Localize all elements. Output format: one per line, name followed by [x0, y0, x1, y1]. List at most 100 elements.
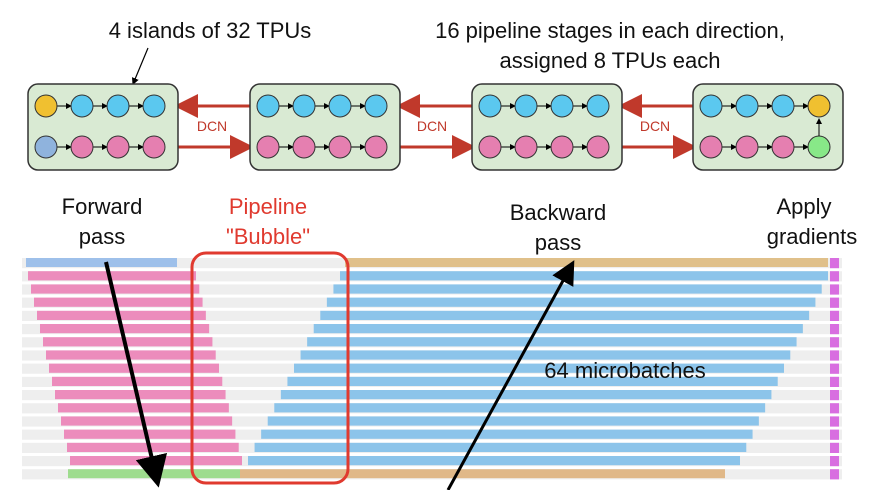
- fwd-bar: [67, 442, 239, 452]
- title-right: 16 pipeline stages in each direction,: [435, 18, 785, 43]
- bwd-bar: [280, 390, 772, 400]
- bwd-bar: [261, 429, 753, 439]
- tpu: [142, 94, 166, 118]
- bwd-bar: [307, 337, 797, 347]
- bwd-bar: [267, 416, 759, 426]
- timeline: [22, 258, 842, 480]
- bwd-bar: [287, 376, 778, 386]
- tpu: [478, 94, 502, 118]
- fwd-bar: [40, 324, 210, 334]
- apply-cell: [830, 376, 839, 387]
- tpu: [70, 94, 94, 118]
- tpu: [34, 135, 58, 159]
- bwd-bar: [313, 324, 803, 334]
- fwd-bar: [37, 310, 206, 320]
- apply-cell: [830, 258, 839, 269]
- tpu: [550, 94, 574, 118]
- forward-arrow: [104, 261, 168, 488]
- tpu: [514, 135, 538, 159]
- tpu: [106, 135, 130, 159]
- bwd-bar: [254, 442, 747, 452]
- tpu: [256, 135, 280, 159]
- apply-cell: [830, 337, 839, 348]
- tpu: [364, 94, 388, 118]
- fwd-bar: [49, 363, 219, 373]
- bwd-last: [240, 469, 725, 479]
- bwd-bar: [294, 363, 784, 373]
- apply-cell: [830, 456, 839, 467]
- apply-cell: [830, 442, 839, 453]
- tpu: [514, 94, 538, 118]
- bwd-bar: [340, 271, 828, 281]
- title-right: assigned 8 TPUs each: [500, 48, 721, 73]
- bwd-first: [345, 258, 828, 267]
- label: Forward: [62, 194, 143, 219]
- tpu: [142, 135, 166, 159]
- tpu: [699, 94, 723, 118]
- tpu: [292, 135, 316, 159]
- bubble-box: [190, 251, 350, 485]
- link-label: DCN: [640, 118, 670, 134]
- apply-cell: [830, 403, 839, 414]
- tpu: [807, 135, 831, 159]
- tpu: [292, 94, 316, 118]
- tpu: [699, 135, 723, 159]
- fwd-first: [26, 258, 177, 267]
- tpu: [328, 94, 352, 118]
- bwd-bar: [300, 350, 791, 360]
- fwd-bar: [52, 376, 223, 386]
- tpu: [70, 135, 94, 159]
- tpu: [328, 135, 352, 159]
- bwd-bar: [326, 297, 816, 307]
- islands: [27, 83, 844, 171]
- label: pass: [535, 230, 581, 255]
- tpu: [735, 94, 759, 118]
- label: 64 microbatches: [544, 358, 705, 383]
- fwd-bar: [70, 456, 242, 466]
- tpu: [256, 94, 280, 118]
- tpu: [586, 135, 610, 159]
- bwd-bar: [333, 284, 822, 294]
- fwd-bar: [34, 297, 203, 307]
- apply-cell: [830, 390, 839, 401]
- label: Backward: [510, 200, 607, 225]
- tpu: [771, 94, 795, 118]
- tpu: [771, 135, 795, 159]
- bwd-bar: [274, 403, 766, 413]
- fwd-bar: [31, 284, 200, 294]
- fwd-bar: [46, 350, 216, 360]
- link-label: DCN: [417, 118, 447, 134]
- tpu: [478, 135, 502, 159]
- fwd-bar: [58, 403, 229, 413]
- label: Pipeline: [229, 194, 307, 219]
- apply-cell: [830, 324, 839, 335]
- tpu: [364, 135, 388, 159]
- apply-cell: [830, 284, 839, 295]
- apply-cell: [830, 350, 839, 361]
- apply-cell: [830, 416, 839, 427]
- tpu: [550, 135, 574, 159]
- apply-cell: [830, 310, 839, 321]
- label: Apply: [776, 194, 831, 219]
- bwd-bar: [248, 456, 740, 466]
- label: gradients: [767, 224, 858, 249]
- pointer: [131, 47, 149, 86]
- label: "Bubble": [226, 224, 310, 249]
- tpu: [106, 94, 130, 118]
- apply-cell: [830, 363, 839, 374]
- fwd-bar: [61, 416, 233, 426]
- title-left: 4 islands of 32 TPUs: [109, 18, 312, 43]
- backward-arrow: [446, 260, 575, 490]
- tpu: [735, 135, 759, 159]
- tpu: [586, 94, 610, 118]
- label: pass: [79, 224, 125, 249]
- fwd-bar: [64, 429, 236, 439]
- apply-cell: [830, 271, 839, 282]
- fwd-bar: [43, 337, 213, 347]
- link-label: DCN: [197, 118, 227, 134]
- tpu: [34, 94, 58, 118]
- apply-cell: [830, 429, 839, 440]
- tpu: [807, 94, 831, 118]
- apply-cell: [830, 469, 839, 480]
